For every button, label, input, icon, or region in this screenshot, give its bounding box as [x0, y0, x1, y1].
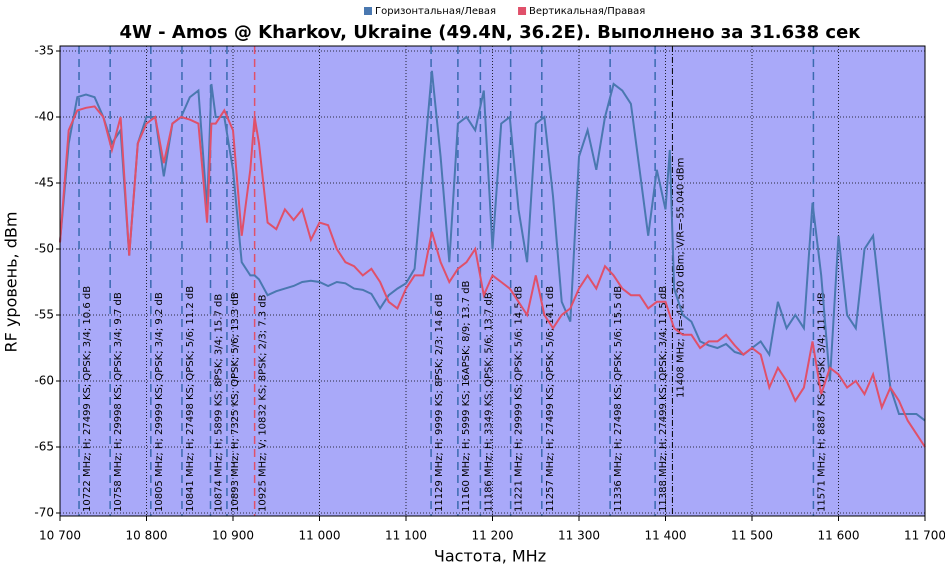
legend-label: Вертикальная/Правая [529, 6, 645, 17]
transponder-label: 10925 MHz; V; 10832 KS; 8PSK; 2/3; 7.3 d… [258, 294, 269, 512]
transponder-label: 11571 MHz; H; 8887 KS; QPSK; 3/4; 11.1 d… [816, 292, 827, 512]
x-tick-label: 11 300 [558, 529, 600, 543]
transponder-label: 11388 MHz; H; 27499 KS; QPSK; 3/4; 11.5 … [658, 286, 669, 512]
y-tick-label: -35 [34, 44, 54, 58]
y-tick-label: -50 [34, 242, 54, 256]
plot-border [59, 45, 926, 517]
transponder-label: 10893 MHz; H; 7325 KS; QPSK; 5/6; 13.3 d… [230, 292, 241, 512]
legend-label: Горизонтальная/Левая [375, 6, 496, 17]
transponder-label: 11336 MHz; H; 27498 KS; QPSK; 5/6; 15.5 … [613, 286, 624, 512]
transponder-label: 11186 MHz; H; 3349 KS; QPSK; 5/6; 13.7 d… [483, 292, 494, 512]
x-tick-label: 11 600 [818, 529, 860, 543]
legend-swatch [364, 7, 372, 15]
transponder-label: 11129 MHz; H; 9999 KS; 8PSK; 2/3; 14.6 d… [434, 294, 445, 512]
x-tick-label: 10 900 [212, 529, 254, 543]
x-tick-label: 11 400 [645, 529, 687, 543]
transponder-label: 10805 MHz; H; 29999 KS; QPSK; 3/4; 9.2 d… [154, 292, 165, 512]
transponder-label: 10758 MHz; H; 29998 KS; QPSK; 3/4; 9.7 d… [113, 292, 124, 512]
x-axis-label: Частота, MHz [434, 547, 546, 566]
x-tick-label: 11 500 [731, 529, 773, 543]
x-tick-label: 10 700 [39, 529, 81, 543]
legend-swatch [518, 7, 527, 15]
x-tick-label: 10 800 [126, 529, 168, 543]
transponder-label: 11257 MHz; H; 27499 KS; QPSK; 5/6; 14.1 … [545, 286, 556, 512]
y-tick-label: -55 [34, 308, 54, 322]
y-tick-label: -40 [34, 110, 54, 124]
x-tick-label: 11 100 [385, 529, 427, 543]
y-axis-label: RF уровень, dBm [2, 212, 21, 353]
chart-title: 4W - Amos @ Kharkov, Ukraine (49.4N, 36.… [120, 22, 861, 43]
y-tick-label: -60 [34, 374, 54, 388]
transponder-label: 10722 MHz; H; 27499 KS; QPSK; 3/4; 10.6 … [82, 286, 93, 512]
x-tick-label: 11 700 [904, 529, 945, 543]
y-tick-label: -65 [34, 440, 54, 454]
transponder-label: 11160 MHz; H; 5999 KS; 16APSK; 8/9; 13.7… [461, 280, 472, 512]
x-tick-label: 11 200 [472, 529, 514, 543]
y-tick-label: -45 [34, 176, 54, 190]
y-tick-label: -70 [34, 506, 54, 520]
x-tick-label: 11 000 [299, 529, 341, 543]
transponder-label: 10874 MHz; H; 5899 KS; 8PSK; 3/4; 15.7 d… [214, 294, 225, 512]
series-line [59, 105, 926, 448]
cursor-label: 11408 MHz; H=-42.520 dBm; V/R=-55.040 dB… [675, 158, 686, 398]
transponder-label: 11221 MHz; H; 29999 KS; QPSK; 5/6; 14.5 … [514, 286, 525, 512]
transponder-label: 10841 MHz; H; 27498 KS; QPSK; 5/6; 11.2 … [185, 286, 196, 512]
